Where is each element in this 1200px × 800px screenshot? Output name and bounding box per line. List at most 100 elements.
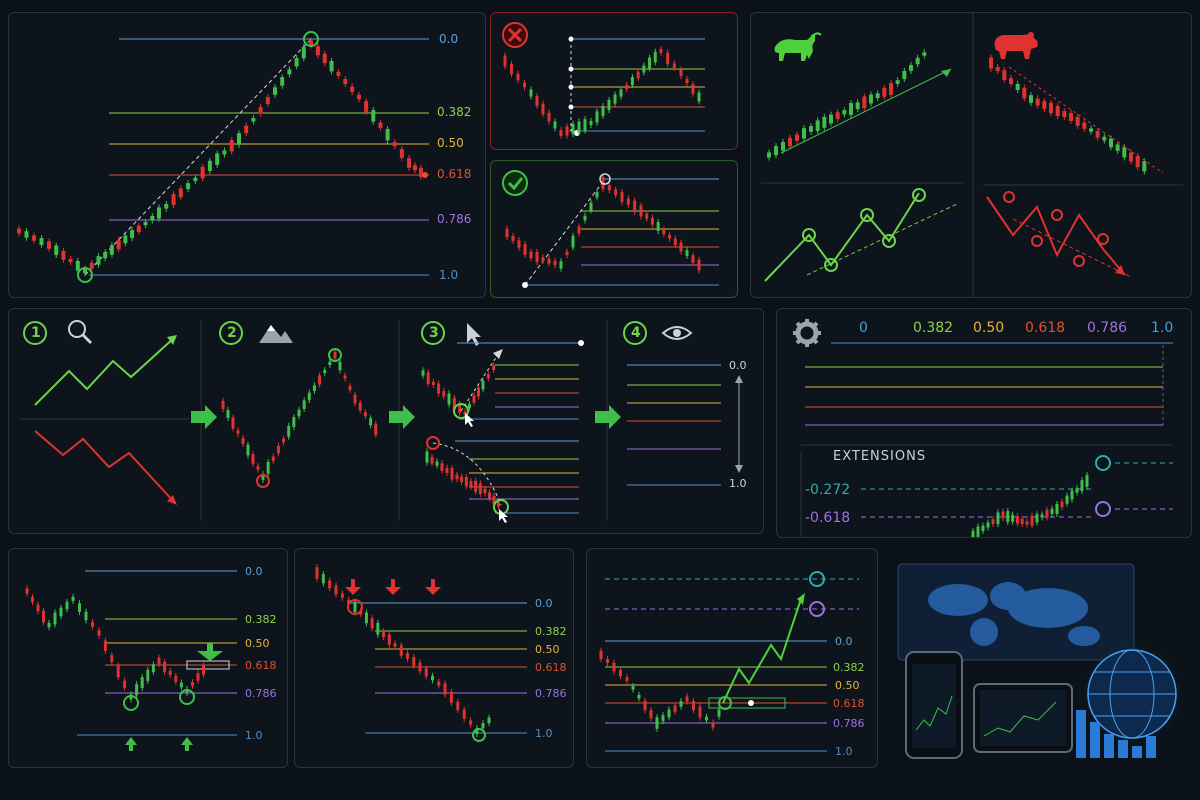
candle-body xyxy=(774,146,778,156)
candle-body xyxy=(215,153,220,165)
candle-body xyxy=(795,134,799,141)
candle-body xyxy=(1009,78,1013,84)
candle-body xyxy=(78,603,81,612)
candle-body xyxy=(258,106,263,114)
candle-body xyxy=(318,375,322,385)
candle-body xyxy=(406,653,409,659)
candle-body xyxy=(633,200,637,213)
step-2-number: 2 xyxy=(227,325,237,341)
candle-body xyxy=(241,438,245,444)
candle-body xyxy=(150,215,155,221)
check-circle-icon xyxy=(502,170,528,196)
candle-body xyxy=(614,189,618,196)
candle-body xyxy=(679,69,683,77)
candle-body xyxy=(193,177,198,181)
trend-direction-panel xyxy=(750,12,1192,298)
candle-body xyxy=(1115,144,1120,151)
candle-body xyxy=(328,361,332,365)
candle-body xyxy=(1075,488,1079,493)
candle-body xyxy=(631,686,635,690)
magnifier-icon xyxy=(68,320,93,345)
candle-body xyxy=(53,612,57,625)
candle-body xyxy=(343,79,348,85)
candle-body xyxy=(1070,490,1074,500)
extension-0618: -0.618 xyxy=(805,510,851,526)
candle-body xyxy=(39,238,44,245)
candle-body xyxy=(312,385,316,391)
candle-body xyxy=(421,370,425,376)
candle-body xyxy=(343,375,347,379)
candle-body xyxy=(655,717,659,729)
candle-body xyxy=(271,456,275,461)
candle-body xyxy=(995,67,1000,71)
candle-body xyxy=(625,84,629,90)
candle-body xyxy=(1065,495,1069,504)
candle-body xyxy=(989,57,993,69)
candle-body xyxy=(497,502,500,507)
candle-body xyxy=(130,230,135,239)
candle-body xyxy=(333,351,337,359)
candle-body xyxy=(481,723,485,729)
candle-body xyxy=(435,461,439,466)
candle-body xyxy=(229,140,234,152)
candle-body xyxy=(297,409,301,417)
candle-body xyxy=(84,611,88,621)
candle-body xyxy=(226,410,230,418)
candle-body xyxy=(976,526,980,537)
candle-body xyxy=(83,268,87,274)
candle-body xyxy=(685,696,689,702)
candle-body xyxy=(202,665,205,675)
settings-level-0786: 0.786 xyxy=(1087,320,1128,336)
candle-body xyxy=(1082,122,1087,129)
candle-body xyxy=(413,165,417,171)
candle-body xyxy=(456,701,460,710)
mountain-icon xyxy=(259,325,293,343)
candle-body xyxy=(1040,514,1044,518)
candle-body xyxy=(136,225,141,233)
candle-body xyxy=(1030,515,1034,526)
candle-body xyxy=(443,683,447,695)
candle-body xyxy=(516,73,520,81)
candle-body xyxy=(385,129,390,141)
candle-body xyxy=(691,84,695,94)
candle-body xyxy=(606,658,609,664)
candle-body xyxy=(895,80,900,84)
candle-body xyxy=(503,55,507,67)
world-map-icon xyxy=(928,582,1100,646)
candle-body xyxy=(889,83,893,95)
candle-body xyxy=(535,251,539,263)
candle-body xyxy=(474,480,478,492)
tablet-icon xyxy=(973,683,1073,753)
candle-body xyxy=(1109,138,1113,148)
candle-body xyxy=(679,242,683,252)
candle-body xyxy=(517,240,521,248)
candle-body xyxy=(123,235,128,244)
candle-body xyxy=(25,588,29,594)
candle-body xyxy=(450,467,454,480)
candle-body xyxy=(541,103,545,115)
candle-body xyxy=(565,251,569,256)
candle-body xyxy=(1095,130,1100,138)
candle-body xyxy=(42,610,45,623)
candle-body xyxy=(157,207,161,219)
candle-body xyxy=(322,53,327,64)
settings-diagram xyxy=(793,319,1173,537)
candle-body xyxy=(1035,514,1039,523)
candle-body xyxy=(376,622,380,635)
candle-body xyxy=(626,198,630,205)
candle-body xyxy=(875,93,880,99)
candle-body xyxy=(705,716,708,721)
candle-body xyxy=(419,167,423,177)
f2-fib-0786: 0.786 xyxy=(535,687,567,700)
candle-body xyxy=(447,393,451,405)
f2-fib-0618: 0.618 xyxy=(535,661,567,674)
candle-body xyxy=(392,142,397,147)
f1-fib-0382: 0.382 xyxy=(245,613,277,626)
wrong-example-panel xyxy=(490,12,738,150)
candle-body xyxy=(882,87,887,97)
candle-body xyxy=(196,673,200,681)
candle-body xyxy=(1015,516,1019,524)
candle-body xyxy=(123,680,127,688)
candle-body xyxy=(510,63,513,75)
candle-body xyxy=(329,60,334,72)
